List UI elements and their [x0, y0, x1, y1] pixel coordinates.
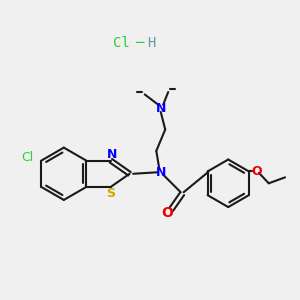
Text: S: S [106, 187, 115, 200]
Text: Cl: Cl [113, 36, 130, 50]
Text: O: O [251, 165, 262, 178]
Text: O: O [161, 206, 172, 220]
Text: N: N [156, 102, 166, 115]
Text: N: N [107, 148, 118, 161]
Text: N: N [156, 166, 166, 179]
Text: H: H [147, 36, 156, 50]
Text: Cl: Cl [21, 151, 33, 164]
Text: ─: ─ [135, 36, 144, 50]
